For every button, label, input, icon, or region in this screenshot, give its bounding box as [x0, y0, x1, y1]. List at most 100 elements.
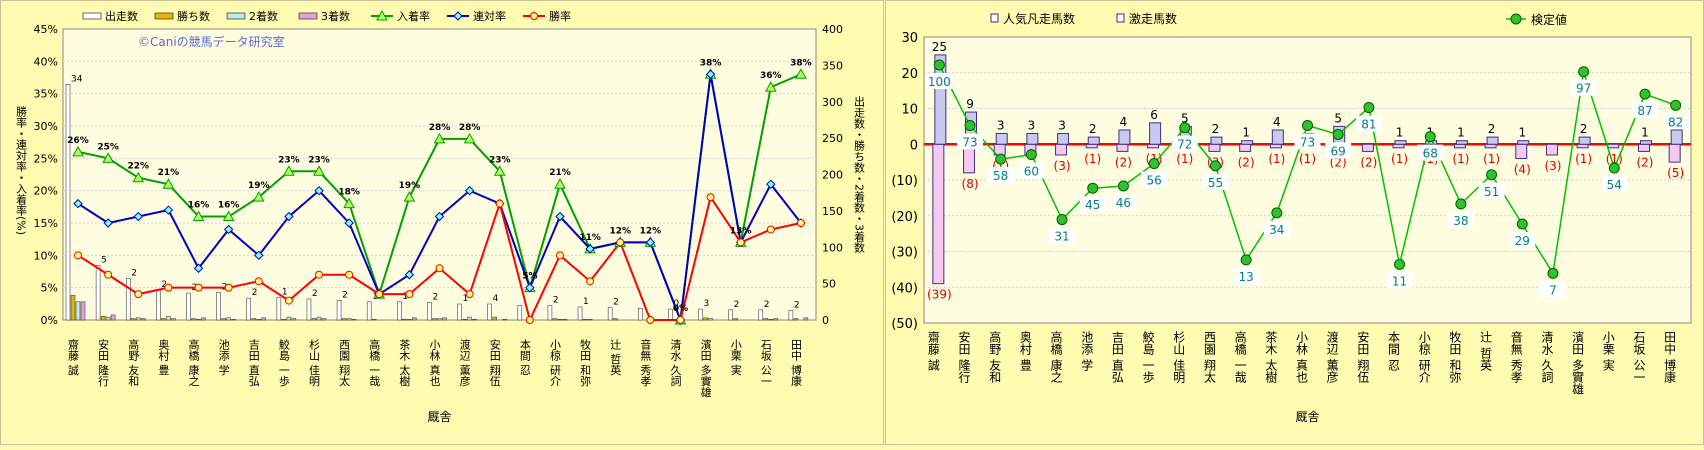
bar-出走数	[366, 301, 372, 321]
data-label-入着率: 25%	[97, 142, 119, 152]
bar-激走馬数	[1578, 136, 1591, 145]
point-入着率	[313, 165, 325, 176]
point-検定値	[1332, 128, 1344, 140]
data-label-入着率: 38%	[790, 58, 812, 68]
bar-value-label: 3	[704, 299, 710, 309]
data-label-検定値: 29	[1515, 234, 1530, 248]
x-tick-label: 小林 真也	[428, 339, 441, 387]
bar-激走馬数	[1241, 140, 1254, 145]
bar-勝ち数	[70, 294, 76, 321]
y-right-tick-label: 400	[822, 23, 843, 36]
point-検定値	[1179, 122, 1191, 134]
y-left-tick-label: 20%	[34, 185, 58, 198]
point-入着率	[72, 145, 84, 157]
bar-激走馬数	[1210, 136, 1223, 145]
y-left-axis-label: 勝率・連対率・入着率(%)	[15, 105, 28, 235]
point-検定値	[1455, 198, 1467, 210]
bar-人気凡走馬数	[1576, 143, 1589, 149]
bar-bottom-label: (2)	[1238, 155, 1255, 169]
bar-勝ち数	[371, 318, 377, 321]
x-axis-label: 厩舎	[1295, 410, 1319, 424]
bar-出走数	[216, 292, 221, 321]
point-検定値	[1608, 162, 1620, 174]
point-連対率	[645, 237, 656, 248]
x-tick-label: 渡辺 薫彦	[1325, 330, 1339, 384]
point-連対率	[404, 270, 415, 280]
bar-人気凡走馬数	[1392, 143, 1405, 149]
bar-value-label: 5	[101, 255, 107, 265]
data-label-検定値: 81	[1361, 118, 1376, 132]
bar-人気凡走馬数	[1545, 143, 1558, 156]
point-入着率	[283, 165, 295, 176]
bar-value-label: 1	[463, 294, 469, 304]
bar-top-label: 4	[1273, 115, 1281, 129]
bar-bottom-label: (2)	[1330, 155, 1347, 169]
x-tick-label: 音無 秀孝	[1509, 330, 1523, 383]
data-label-入着率: 12%	[640, 226, 662, 236]
bar-bottom-label: (2)	[1360, 155, 1377, 169]
bar-出走数	[577, 306, 583, 321]
point-入着率	[795, 68, 807, 79]
data-label-bg	[1631, 102, 1658, 119]
bar-激走馬数	[1118, 129, 1131, 145]
point-連対率	[705, 69, 716, 79]
x-tick-label: 吉田 直弘	[247, 339, 260, 387]
x-tick-label: 鮫島 一歩	[1141, 330, 1155, 384]
x-tick-label: 濱田 多實雄	[1571, 331, 1585, 395]
data-label-入着率: 19%	[248, 181, 270, 191]
point-連対率	[585, 244, 595, 254]
bar-人気凡走馬数	[1085, 143, 1098, 149]
point-入着率	[252, 191, 265, 202]
point-連対率	[73, 198, 83, 209]
bar-激走馬数	[1517, 140, 1530, 145]
x-tick-label: 池添 学	[217, 339, 230, 376]
bar-value-label: 2	[252, 288, 258, 298]
legend-swatch	[990, 13, 999, 23]
bar-出走数	[306, 298, 312, 321]
bar-勝ち数	[582, 318, 588, 321]
legend-marker	[453, 11, 463, 21]
data-label-bg	[1509, 232, 1536, 249]
bar-3着数	[442, 317, 447, 321]
data-label-bg	[1601, 176, 1628, 193]
bar-bottom-label: (1)	[1176, 152, 1193, 166]
x-tick-label: 池添 学	[1080, 331, 1094, 371]
x-tick-label: 濱田 多實雄	[699, 338, 712, 398]
bar-人気凡走馬数	[1116, 143, 1129, 152]
point-連対率	[103, 218, 113, 228]
point-入着率	[222, 210, 235, 222]
bar-bottom-label: (1)	[1575, 152, 1592, 166]
bar-人気凡走馬数	[1637, 143, 1650, 152]
y-left-tick-label: 35%	[34, 88, 58, 101]
bar-top-label: 1	[1396, 126, 1404, 140]
bar-激走馬数	[1639, 140, 1652, 145]
bar-bottom-label: (39)	[927, 288, 952, 302]
bar-bottom-label: (1)	[1391, 152, 1408, 166]
bar-人気凡走馬数	[1607, 143, 1620, 149]
y-tick-label: 10	[901, 103, 918, 118]
bar-3着数	[351, 318, 357, 321]
bar-value-label: 1	[402, 292, 408, 302]
bar-value-label: 2	[613, 298, 619, 308]
point-入着率	[132, 171, 145, 183]
bar-2着数	[437, 318, 442, 321]
bar-value-label: 2	[734, 300, 740, 310]
bar-2着数	[75, 301, 81, 321]
bar-2着数	[226, 317, 231, 321]
bar-top-label: 25	[932, 40, 947, 54]
bar-勝ち数	[311, 318, 317, 321]
data-label-入着率: 12%	[609, 226, 631, 236]
bar-出走数	[517, 305, 523, 321]
bar-2着数	[587, 318, 593, 321]
bar-bottom-label: (1)	[1268, 152, 1285, 166]
bar-出走数	[397, 301, 402, 321]
bar-人気凡走馬数	[932, 143, 945, 285]
bar-top-label: 1	[1518, 126, 1526, 140]
bar-2着数	[467, 316, 472, 321]
bar-3着数	[412, 317, 417, 321]
point-連対率	[193, 263, 204, 273]
data-label-入着率: 23%	[278, 155, 300, 165]
point-検定値	[995, 153, 1007, 165]
bar-value-label: 2	[553, 295, 559, 305]
